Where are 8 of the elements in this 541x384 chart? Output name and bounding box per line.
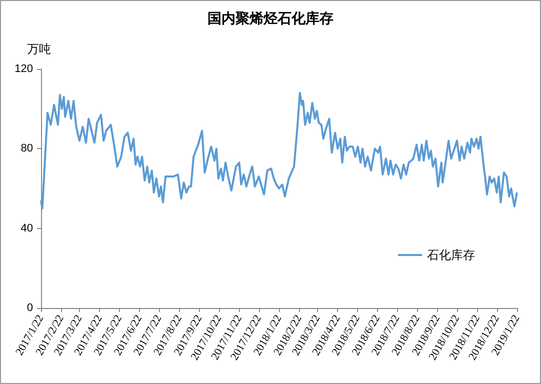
chart-title: 国内聚烯烃石化库存 (208, 10, 334, 27)
y-tick-label: 120 (14, 63, 33, 75)
y-tick-label: 40 (20, 222, 33, 234)
line-series (40, 92, 518, 210)
legend-label: 石化库存 (427, 248, 475, 262)
y-axis-title: 万吨 (27, 42, 51, 56)
y-tick-label: 0 (26, 302, 33, 314)
y-tick-label: 80 (20, 142, 33, 155)
